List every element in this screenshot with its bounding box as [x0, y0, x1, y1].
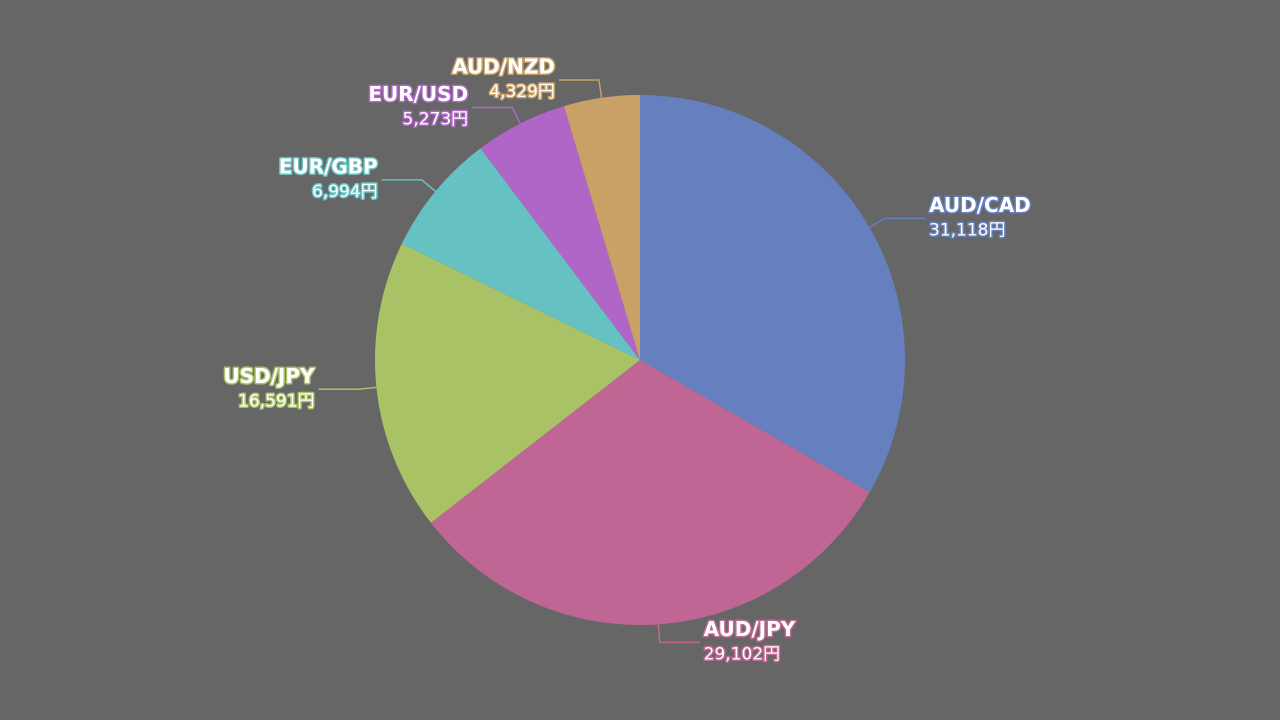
pie-slice	[640, 95, 905, 493]
slice-label: AUD/JPY	[704, 617, 796, 641]
leader-line	[657, 624, 700, 644]
leader-line	[381, 179, 437, 192]
slice-value: 29,102円	[704, 644, 780, 664]
leader-line	[318, 386, 377, 391]
pie-slice	[430, 360, 870, 625]
pie-slice	[375, 243, 640, 523]
slice-value: 31,118円	[929, 220, 1005, 240]
pie-slice	[563, 95, 640, 360]
slice-value: 4,329円	[489, 82, 555, 102]
leader-line	[558, 79, 603, 98]
slice-value: 6,994円	[312, 182, 378, 202]
slice-label: EUR/USD	[368, 82, 468, 106]
pie-slice	[401, 148, 640, 360]
slice-label: USD/JPY	[223, 364, 315, 388]
pie-slice	[480, 106, 640, 361]
leader-line	[472, 106, 521, 124]
slice-label: AUD/CAD	[929, 193, 1031, 217]
slice-label: AUD/NZD	[452, 54, 555, 78]
slice-value: 5,273円	[403, 110, 469, 130]
slice-value: 16,591円	[238, 391, 314, 411]
slice-label: EUR/GBP	[279, 154, 378, 178]
leader-line	[869, 217, 926, 229]
